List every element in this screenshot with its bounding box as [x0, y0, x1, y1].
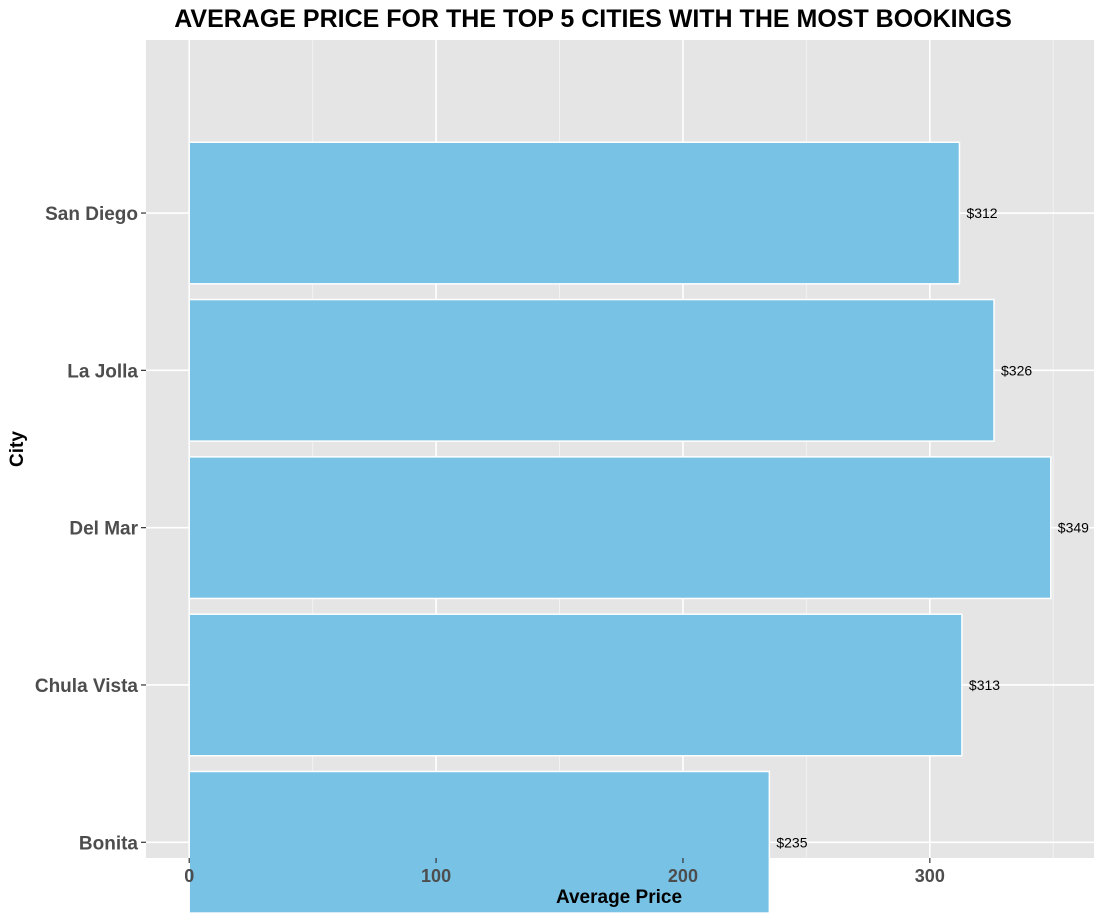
bar-value-label: $312 — [966, 205, 997, 221]
chart-title: AVERAGE PRICE FOR THE TOP 5 CITIES WITH … — [174, 5, 1012, 33]
bar-value-label: $326 — [1001, 362, 1032, 378]
bar — [188, 456, 1052, 600]
x-tick-label: 0 — [184, 866, 194, 886]
x-tick-labels: 0 100 200 300 — [184, 858, 945, 886]
y-tick-label: San Diego — [45, 204, 138, 225]
bars: $312 $326 $349 $313 $235 — [188, 141, 1089, 914]
y-tick-label: Chula Vista — [35, 676, 139, 697]
y-tick-label: Del Mar — [69, 519, 138, 540]
category-labels: San Diego La Jolla Del Mar Chula Vista Bonit… — [35, 204, 146, 854]
bar-value-label: $349 — [1058, 520, 1089, 536]
x-tick-label: 100 — [421, 866, 451, 886]
y-tick-label: Bonita — [79, 833, 139, 854]
bar — [188, 613, 963, 757]
bar — [188, 298, 995, 442]
y-tick-label: La Jolla — [67, 361, 138, 382]
bar-value-label: $313 — [969, 677, 1000, 693]
x-tick-label: 300 — [915, 866, 945, 886]
x-tick-label: 200 — [668, 866, 698, 886]
bar-value-label: $235 — [776, 834, 807, 850]
x-axis-title: Average Price — [556, 887, 682, 908]
bar — [188, 770, 771, 914]
bar — [188, 141, 961, 285]
y-axis-title: City — [7, 431, 28, 467]
